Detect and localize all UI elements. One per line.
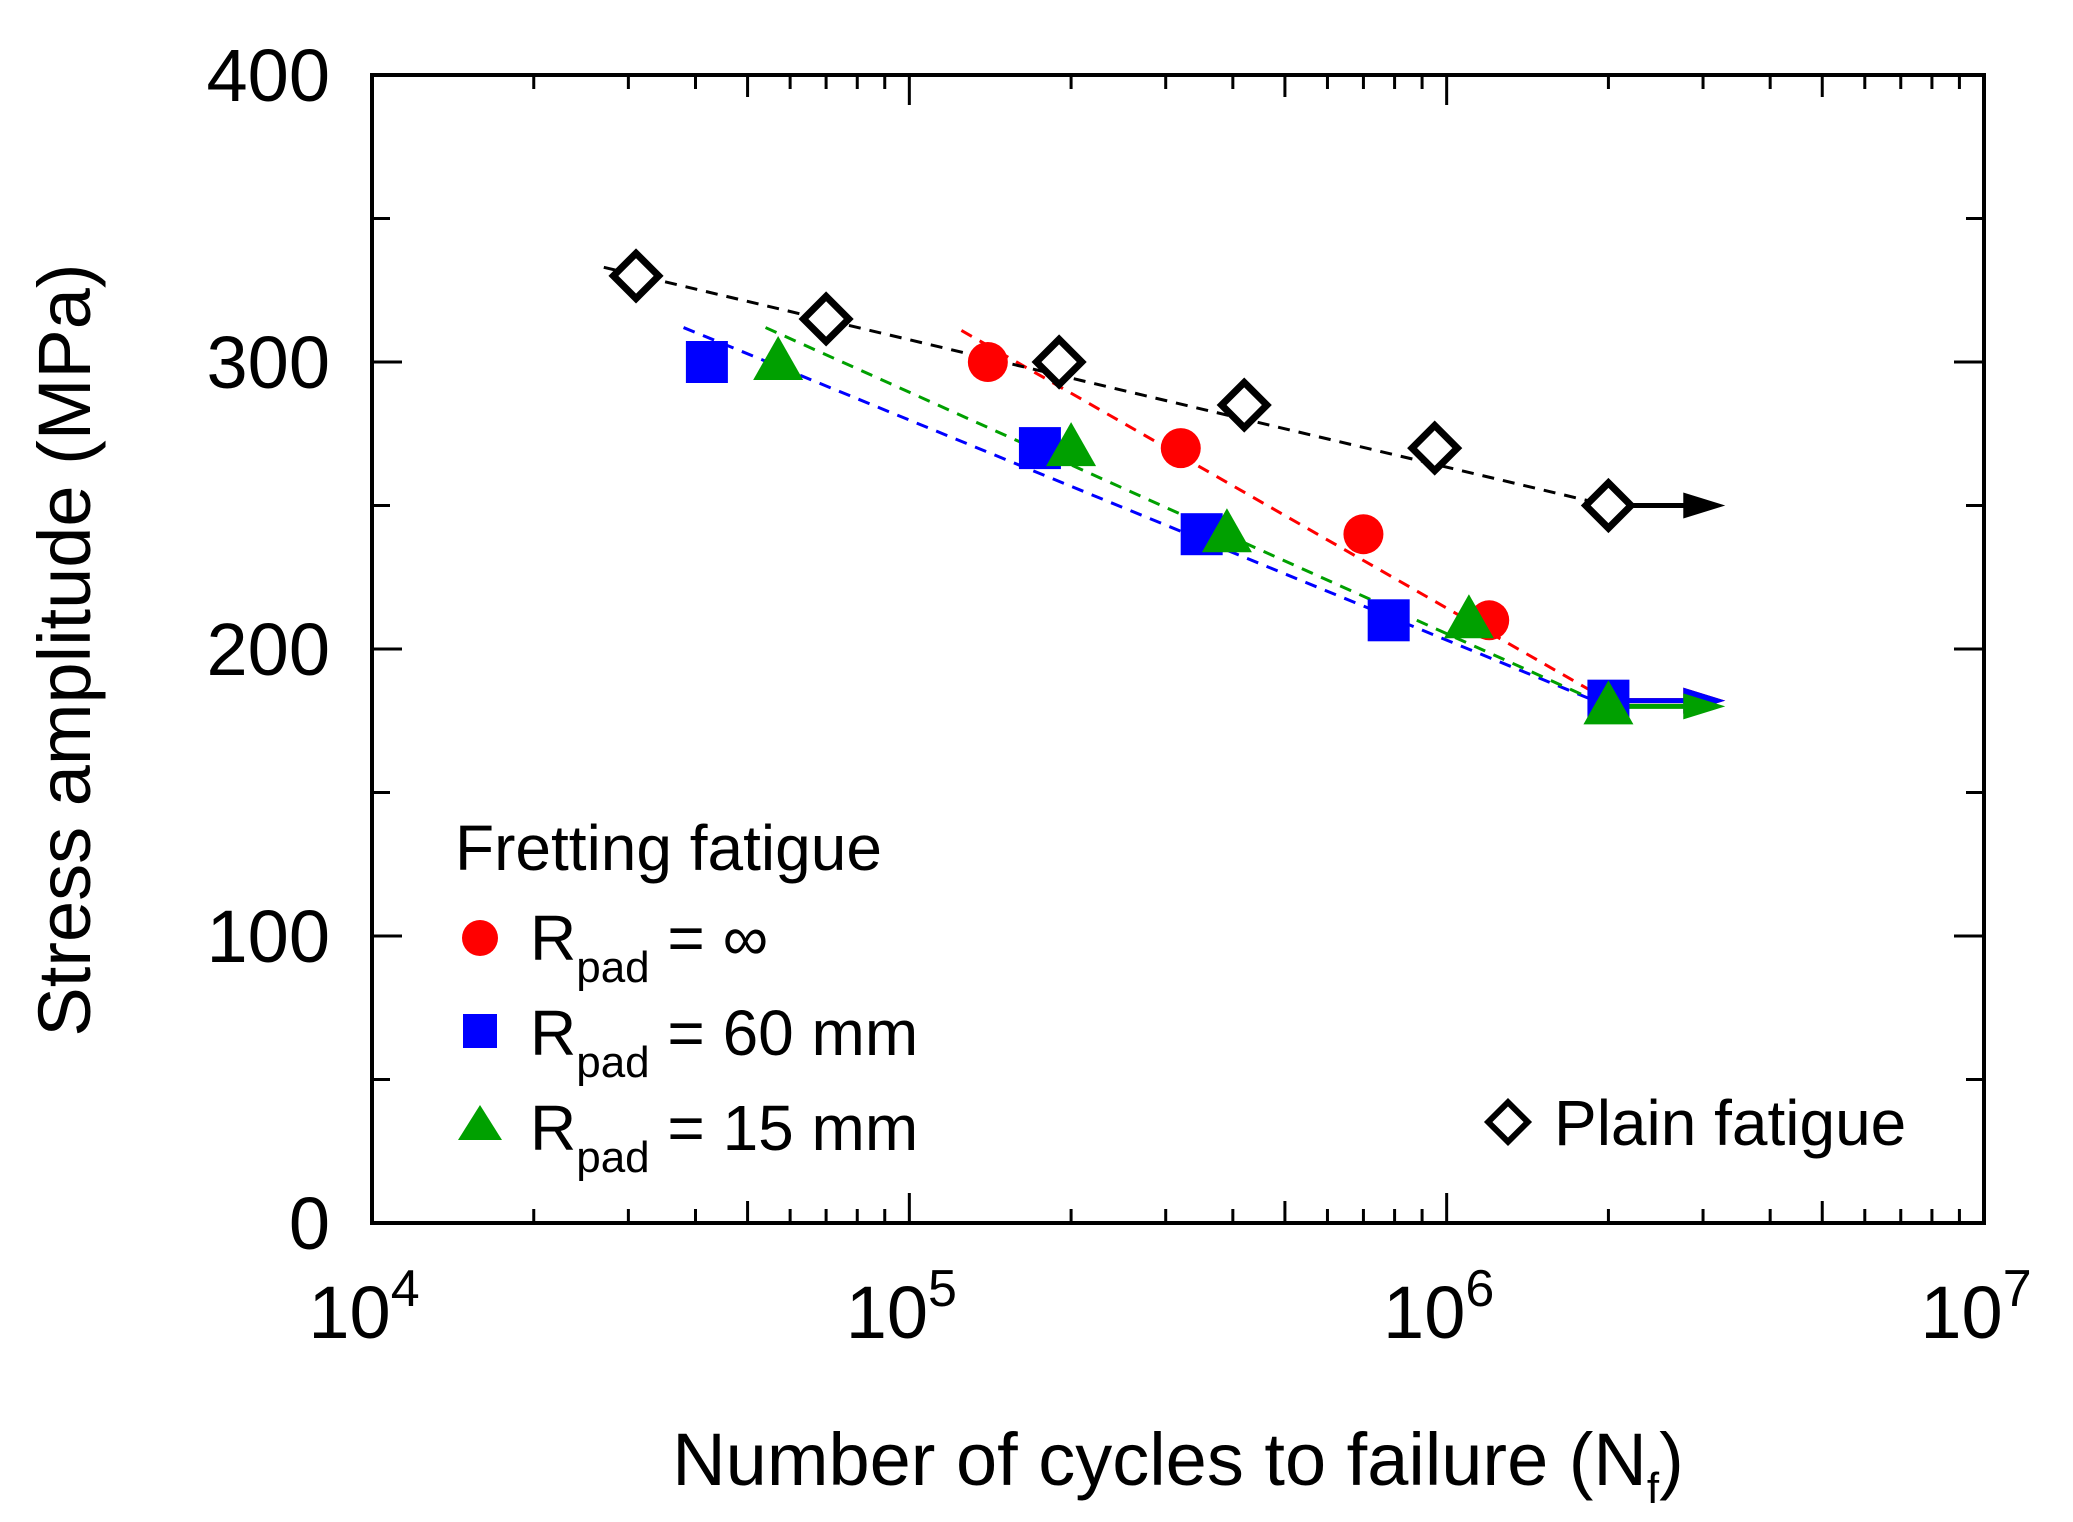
data-point-rpad-15: [753, 336, 804, 380]
x-tick-label: 106: [1383, 1260, 1494, 1354]
y-tick-label: 100: [207, 895, 330, 978]
legend-item-rpad-inf: Rpad = ∞: [462, 902, 768, 992]
legend-label-rpad-15: R: [530, 1092, 576, 1164]
data-point-plain: [1407, 420, 1463, 476]
x-tick-label: 104: [308, 1260, 419, 1354]
legend-marker-diamond: [1483, 1097, 1533, 1147]
legend-title: Fretting fatigue: [455, 812, 882, 884]
data-point-rpad-60: [685, 341, 728, 383]
y-axis-title: Stress amplitude (MPa): [23, 263, 106, 1036]
data-point-rpad-15: [1583, 680, 1634, 725]
trend-line-plain: [603, 265, 1609, 507]
runout-arrowhead-rpad-15: [1683, 693, 1726, 720]
data-point-rpad-inf: [1160, 428, 1201, 469]
data-point-plain: [1580, 477, 1636, 534]
y-tick-label: 0: [289, 1182, 330, 1265]
legend-label-rpad-inf: R: [530, 902, 576, 974]
y-tick-label: 200: [207, 608, 330, 691]
data-point-rpad-15: [1201, 508, 1252, 553]
legend-label-plain: Plain fatigue: [1554, 1087, 1906, 1159]
legend: Fretting fatigue Rpad = ∞ Rpad = 60 mm R…: [455, 812, 1906, 1182]
runout-arrowhead-plain: [1683, 492, 1726, 519]
legend-marker-circle: [462, 920, 498, 956]
svg-text:Rpad = ∞: Rpad = ∞: [530, 902, 768, 992]
data-point-rpad-15: [1443, 594, 1494, 639]
y-tick-label: 400: [207, 34, 330, 117]
data-point-plain: [1031, 334, 1087, 390]
data-point-plain: [798, 291, 854, 347]
data-point-rpad-60: [1367, 599, 1410, 642]
legend-item-rpad-15: Rpad = 15 mm: [458, 1092, 918, 1182]
data-point-plain: [608, 248, 664, 304]
svg-text:Rpad = 60 mm: Rpad = 60 mm: [530, 997, 918, 1087]
legend-marker-square: [463, 1014, 497, 1048]
trend-line-rpad-60: [682, 326, 1609, 708]
data-point-plain: [1216, 377, 1272, 433]
data-point-rpad-inf: [967, 342, 1008, 382]
svg-text:Rpad = 15 mm: Rpad = 15 mm: [530, 1092, 918, 1182]
data-point-rpad-inf: [1343, 514, 1384, 555]
x-axis-title: Number of cycles to failure (Nf): [672, 1418, 1684, 1513]
x-tick-label: 107: [1920, 1260, 2031, 1354]
x-tick-label: 105: [846, 1260, 957, 1354]
y-tick-label: 300: [207, 321, 330, 404]
data-point-rpad-15: [1046, 422, 1097, 467]
legend-item-rpad-60: Rpad = 60 mm: [463, 997, 918, 1087]
legend-marker-triangle: [458, 1105, 502, 1140]
legend-label-rpad-60: R: [530, 997, 576, 1069]
legend-item-plain: Plain fatigue: [1483, 1087, 1906, 1159]
